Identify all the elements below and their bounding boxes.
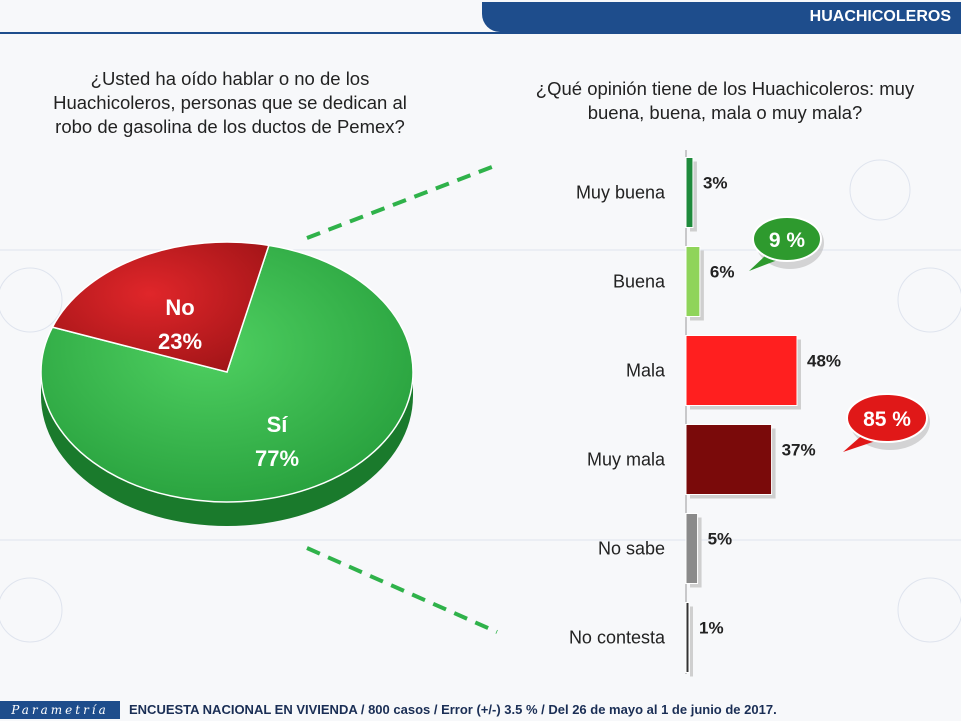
header-rule: [0, 32, 961, 34]
bar-no-sabe: [685, 513, 699, 584]
bar-category-label: No sabe: [598, 539, 665, 559]
pie-category-label: No: [165, 295, 194, 320]
bar-question: ¿Qué opinión tiene de los Huachicoleros:…: [535, 78, 915, 123]
bar-category-label: Buena: [613, 272, 666, 292]
callout-bubble: [752, 216, 822, 262]
bar-category-label: Muy mala: [587, 450, 666, 470]
bar-muy-buena: [685, 157, 694, 228]
header-title-tab: HUACHICOLEROS: [482, 2, 961, 32]
bar-value-label: 37%: [782, 441, 816, 460]
bar-value-label: 6%: [710, 263, 735, 282]
bar-value-label: 1%: [699, 619, 724, 638]
footer-text: ENCUESTA NACIONAL EN VIVIENDA / 800 caso…: [129, 702, 777, 717]
connector-top: [306, 163, 498, 240]
connector-bottom: [306, 546, 498, 634]
footer-logo: Parametría: [0, 701, 120, 719]
bar-category-label: Muy buena: [576, 183, 666, 203]
bar-category-label: No contesta: [569, 628, 666, 648]
pie-value-label: 77%: [255, 446, 299, 471]
pie-slice-no: [51, 241, 270, 373]
pie-slice-si: [40, 244, 414, 503]
bar-category-label: Mala: [626, 361, 666, 381]
bar-value-label: 3%: [703, 174, 728, 193]
pie-category-label: Sí: [267, 412, 289, 437]
bar-no-contesta: [685, 602, 690, 673]
bar-value-label: 48%: [807, 352, 841, 371]
bar-mala: [685, 335, 798, 406]
bar-value-label: 5%: [708, 530, 733, 549]
bar-buena: [685, 246, 701, 317]
pie-question: ¿Usted ha oído hablar o no de los Huachi…: [53, 68, 407, 137]
callout-text: 85 %: [863, 408, 911, 431]
footer: Parametría ENCUESTA NACIONAL EN VIVIENDA…: [0, 699, 961, 721]
bar-shadow: [690, 161, 697, 232]
pie-slice-side: [41, 372, 413, 526]
callout-bubble: [846, 393, 928, 443]
pie-value-label: 23%: [158, 329, 202, 354]
header-title: HUACHICOLEROS: [809, 8, 951, 25]
bar-muy-mala: [685, 424, 773, 495]
callout-text: 9 %: [769, 229, 806, 252]
bar-shadow: [690, 606, 693, 677]
